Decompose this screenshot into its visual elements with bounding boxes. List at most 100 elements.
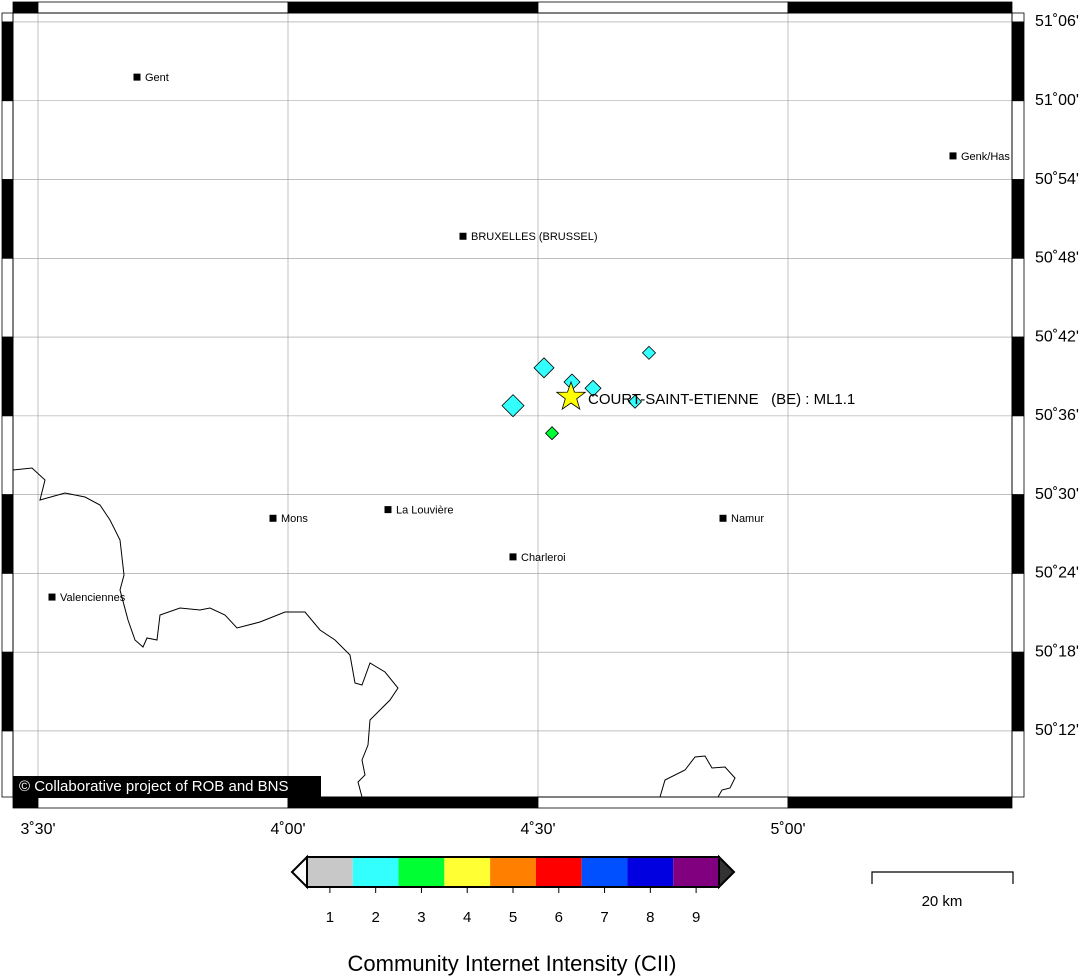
colorbar-label: 9 [692, 909, 700, 926]
place-marker [949, 152, 957, 160]
lon-tick-label: 4˚00' [270, 821, 305, 838]
frame-bar [287, 1, 539, 14]
place-marker [719, 514, 727, 522]
lat-tick-label: 50˚42' [1035, 328, 1079, 345]
place-marker [509, 553, 517, 561]
place-marker [459, 232, 467, 240]
scale-bar [871, 871, 1014, 884]
place-marker [48, 593, 56, 601]
frame-bar [1011, 21, 1025, 102]
frame-border [12, 12, 1013, 798]
colorbar-label: 6 [555, 909, 563, 926]
lon-tick-label: 5˚00' [770, 821, 805, 838]
frame-bar [1, 21, 14, 102]
frame-bar [1, 100, 14, 180]
frame-bar [1, 257, 14, 338]
frame-bar [12, 796, 39, 809]
frame-bar [787, 1, 1013, 14]
place-label: BRUXELLES (BRUSSEL) [471, 231, 598, 243]
colorbar-cell [673, 857, 719, 887]
colorbar-label: 7 [600, 909, 608, 926]
border-line [12, 467, 399, 798]
report-marker [641, 345, 657, 360]
map-marks: Gent BRUXELLES (BRUSSEL) Genk/Has Mons La Lo… [48, 72, 1010, 604]
colorbar-label: 4 [463, 909, 471, 926]
frame-bar [1, 494, 14, 574]
epicenter-label: COURT-SAINT-ETIENNE (BE) : ML1.1 [588, 391, 855, 408]
colorbar-cell [398, 857, 445, 887]
place-label: Charleroi [521, 552, 566, 564]
frame-bar [1011, 651, 1025, 732]
frame-bar [1011, 415, 1025, 496]
colorbar-label: 5 [509, 909, 517, 926]
place-label: Mons [281, 513, 308, 525]
lat-tick-label: 50˚30' [1035, 486, 1079, 503]
place-label: Namur [731, 513, 764, 525]
lat-tick-label: 50˚12' [1035, 722, 1079, 739]
colorbar-cell [581, 857, 628, 887]
frame-bar [1, 336, 14, 417]
frame-bar [1011, 730, 1025, 798]
frame-bar [1011, 100, 1025, 180]
frame-bar [1011, 12, 1025, 23]
colorbar-label: 3 [417, 909, 425, 926]
place-label: Gent [145, 72, 169, 84]
place-label: Valenciennes [60, 592, 126, 604]
colorbar-label: 2 [371, 909, 379, 926]
frame-bar [287, 796, 539, 809]
map-frame [1, 1, 1025, 809]
colorbar-label: 8 [646, 909, 654, 926]
frame-bar [1011, 179, 1025, 259]
lat-tick-label: 50˚24' [1035, 565, 1079, 582]
frame-bar [1, 730, 14, 798]
frame-bar [1, 651, 14, 732]
lon-tick-label: 4˚30' [520, 821, 555, 838]
frame-bar [1, 12, 14, 23]
lat-tick-label: 51˚06' [1035, 13, 1079, 30]
colorbar-border [306, 856, 720, 888]
frame-bar [1, 179, 14, 259]
frame-bar [537, 796, 789, 809]
frame-bar [1011, 257, 1025, 338]
report-marker [501, 394, 525, 418]
colorbar-cell [627, 857, 674, 887]
credit: © Collaborative project of ROB and BNS [19, 778, 289, 795]
place-marker [269, 514, 277, 522]
colorbar-label: 1 [326, 909, 334, 926]
frame-bar [537, 1, 789, 14]
border-line [659, 755, 736, 798]
colorbar-cell [490, 857, 536, 887]
epicenter-marker [555, 380, 587, 411]
report-marker [584, 379, 602, 397]
colorbar: 1 2 3 4 5 6 7 8 9 [290, 854, 736, 926]
frame-bar [1011, 336, 1025, 417]
frame-bar [37, 796, 289, 809]
colorbar-cell [444, 857, 491, 887]
lat-tick-label: 50˚54' [1035, 171, 1079, 188]
report-marker [533, 357, 555, 379]
frame-bar [787, 796, 1013, 809]
lat-tick-label: 50˚36' [1035, 407, 1079, 424]
colorbar-cell [307, 857, 353, 887]
lon-tick-label: 3˚30' [20, 821, 55, 838]
frame-bar [1, 415, 14, 496]
frame-bar [1, 573, 14, 653]
credit-box [13, 776, 321, 798]
frame-bar [1011, 494, 1025, 574]
frame-bar [12, 1, 39, 14]
frame-bar [37, 1, 289, 14]
scale-label: 20 km [922, 893, 963, 910]
colorbar-cell [352, 857, 399, 887]
colorbar-cell [535, 857, 582, 887]
frame-bar [1011, 573, 1025, 653]
report-marker [544, 426, 560, 441]
lat-tick-label: 50˚18' [1035, 643, 1079, 660]
place-marker [384, 506, 392, 514]
legend-title: Community Internet Intensity (CII) [348, 951, 677, 976]
place-marker [133, 73, 141, 81]
report-marker [627, 394, 643, 409]
lat-tick-label: 50˚48' [1035, 250, 1079, 267]
